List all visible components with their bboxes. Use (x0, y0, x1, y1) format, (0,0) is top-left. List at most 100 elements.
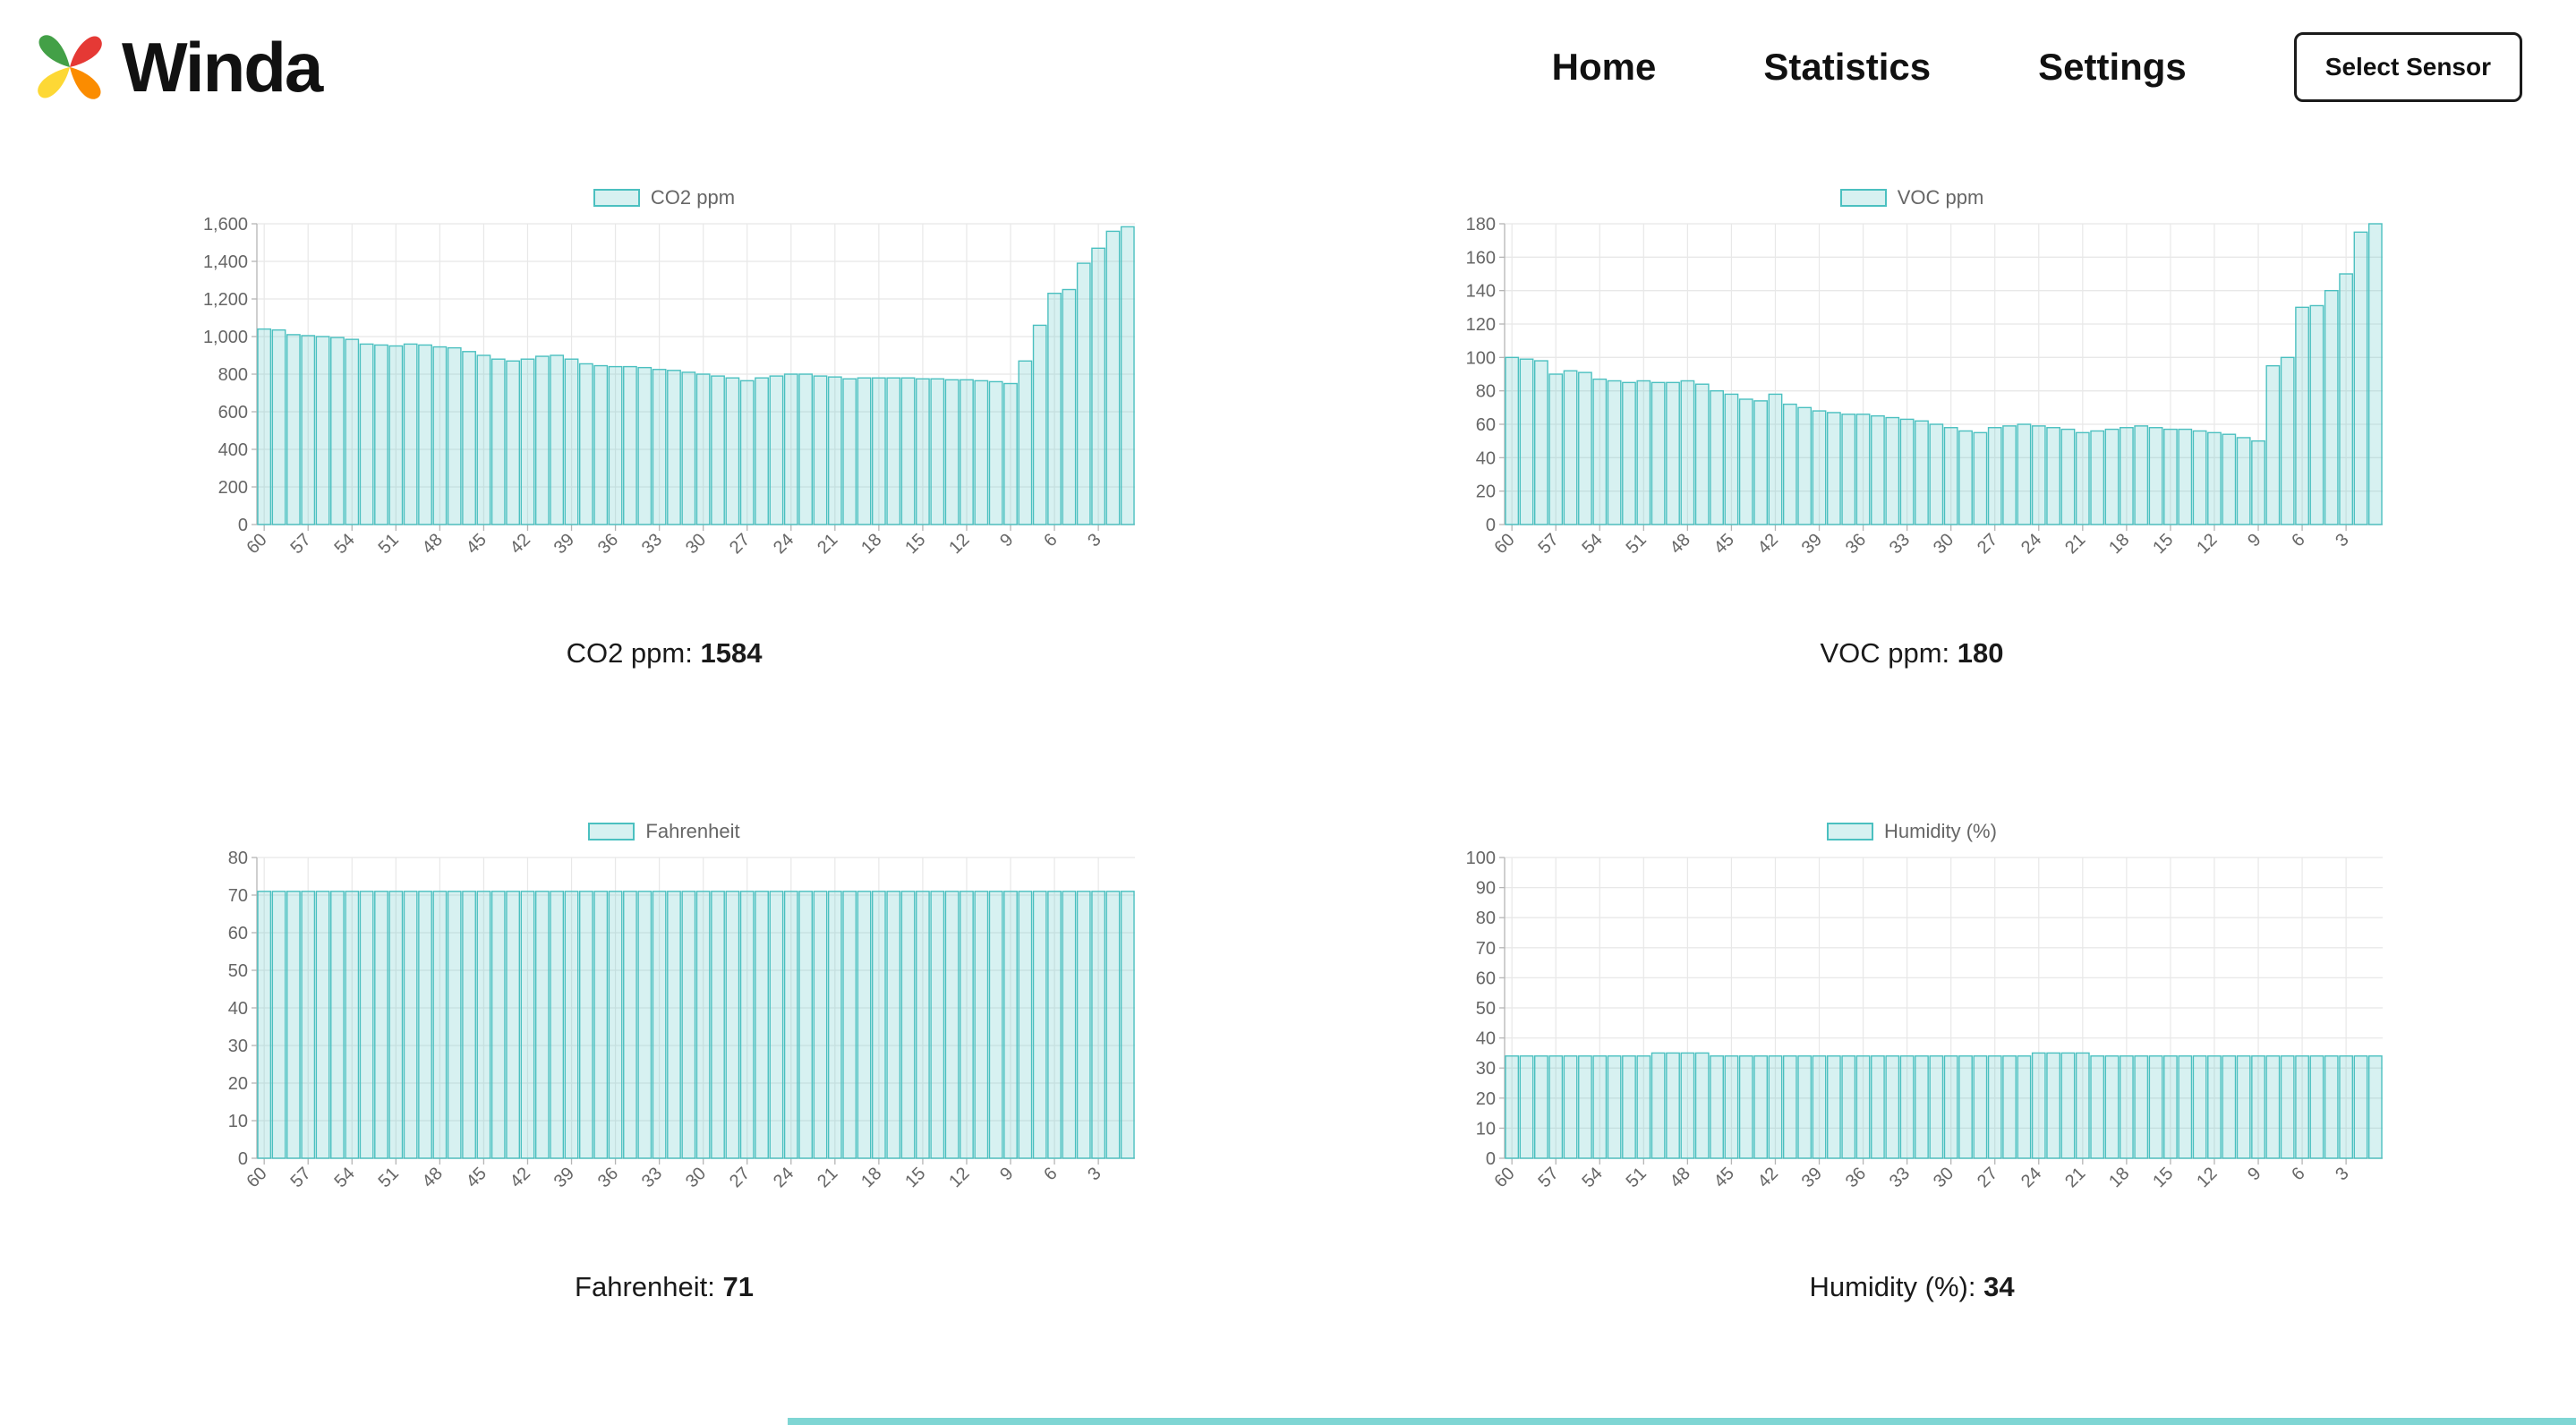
legend-swatch-icon (1839, 189, 1887, 207)
voc-legend[interactable]: VOC ppm (1839, 186, 1983, 209)
svg-text:15: 15 (2149, 1164, 2177, 1191)
svg-text:9: 9 (2244, 1164, 2265, 1184)
svg-text:21: 21 (2061, 530, 2089, 558)
svg-text:60: 60 (1476, 968, 1496, 988)
svg-text:0: 0 (1486, 1149, 1496, 1169)
svg-text:40: 40 (1476, 448, 1496, 468)
svg-text:40: 40 (1476, 1029, 1496, 1049)
fahrenheit-caption: Fahrenheit: 71 (575, 1271, 754, 1303)
svg-text:12: 12 (945, 530, 973, 558)
svg-text:33: 33 (638, 1164, 666, 1191)
svg-text:45: 45 (463, 530, 490, 558)
svg-text:15: 15 (901, 530, 929, 558)
select-sensor-button[interactable]: Select Sensor (2293, 32, 2522, 102)
humidity-caption: Humidity (%): 34 (1809, 1271, 2014, 1303)
svg-text:57: 57 (286, 1164, 314, 1191)
caption-label: Humidity (%): (1809, 1271, 1976, 1302)
svg-text:36: 36 (594, 1164, 622, 1191)
svg-text:40: 40 (228, 999, 248, 1019)
voc-bar-chart: 0 20 40 60 80 100 120 140 160 180 60 57 54 51 48 45 42 39… (1429, 215, 2395, 618)
legend-label: Fahrenheit (645, 820, 740, 842)
svg-text:140: 140 (1466, 282, 1496, 302)
brand-name: Winda (122, 27, 323, 107)
svg-text:48: 48 (1667, 530, 1694, 558)
svg-text:6: 6 (1040, 530, 1061, 550)
voc-chart-card: VOC ppm 0 20 40 60 80 100 120 140 160 180 60 57 54 51… (1429, 186, 2395, 670)
svg-text:54: 54 (1579, 1164, 1607, 1191)
svg-text:100: 100 (1466, 348, 1496, 368)
svg-text:42: 42 (1754, 530, 1782, 558)
nav-home[interactable]: Home (1551, 46, 1657, 88)
svg-text:600: 600 (218, 403, 248, 422)
svg-text:20: 20 (1476, 482, 1496, 502)
svg-text:30: 30 (1930, 1164, 1958, 1191)
svg-text:36: 36 (1842, 1164, 1870, 1191)
svg-text:39: 39 (1798, 1164, 1826, 1191)
svg-text:0: 0 (238, 516, 248, 535)
svg-text:24: 24 (770, 1164, 798, 1191)
svg-text:100: 100 (1466, 849, 1496, 868)
humidity-legend[interactable]: Humidity (%) (1827, 820, 1997, 843)
svg-text:39: 39 (550, 530, 578, 558)
svg-text:51: 51 (1623, 1164, 1651, 1191)
fahrenheit-legend[interactable]: Fahrenheit (588, 820, 740, 843)
main-nav: Home Statistics Settings Select Sensor (1552, 32, 2522, 102)
svg-text:12: 12 (945, 1164, 973, 1191)
svg-text:27: 27 (1974, 1164, 2001, 1191)
svg-text:20: 20 (1476, 1089, 1496, 1109)
legend-swatch-icon (593, 189, 640, 207)
fahrenheit-chart-card: Fahrenheit 0 10 20 30 40 50 60 70 80 60 57 54 51 48 45… (181, 820, 1147, 1303)
svg-text:54: 54 (1579, 530, 1607, 558)
svg-text:33: 33 (638, 530, 666, 558)
svg-text:9: 9 (996, 1164, 1017, 1184)
svg-text:20: 20 (228, 1074, 248, 1094)
svg-text:9: 9 (996, 530, 1017, 550)
svg-text:400: 400 (218, 440, 248, 460)
co2-legend[interactable]: CO2 ppm (593, 186, 735, 209)
svg-text:36: 36 (1842, 530, 1870, 558)
nav-settings[interactable]: Settings (2038, 46, 2187, 88)
svg-text:24: 24 (2017, 1164, 2045, 1191)
svg-text:30: 30 (1476, 1059, 1496, 1079)
svg-text:30: 30 (1930, 530, 1958, 558)
caption-value: 34 (1983, 1271, 2015, 1302)
svg-text:45: 45 (1710, 530, 1738, 558)
svg-text:15: 15 (901, 1164, 929, 1191)
nav-statistics[interactable]: Statistics (1763, 46, 1932, 88)
legend-label: CO2 ppm (650, 186, 736, 209)
legend-swatch-icon (1827, 823, 1874, 840)
caption-value: 180 (1957, 637, 2004, 669)
humidity-bar-chart: 0 10 20 30 40 50 60 70 80 90 100 60 57 54 51 48 45 42 39 36… (1429, 849, 2395, 1251)
svg-text:18: 18 (2105, 530, 2133, 558)
svg-text:800: 800 (218, 365, 248, 385)
svg-text:24: 24 (770, 530, 798, 558)
voc-caption: VOC ppm: 180 (1820, 637, 2003, 670)
svg-text:48: 48 (419, 530, 447, 558)
svg-text:0: 0 (238, 1149, 248, 1169)
svg-text:80: 80 (1476, 382, 1496, 402)
caption-label: VOC ppm: (1820, 637, 1950, 669)
svg-text:27: 27 (726, 530, 754, 558)
svg-text:42: 42 (1754, 1164, 1782, 1191)
svg-text:9: 9 (2244, 530, 2265, 550)
svg-text:30: 30 (228, 1037, 248, 1056)
svg-text:12: 12 (2193, 530, 2221, 558)
svg-text:70: 70 (228, 886, 248, 906)
svg-text:1,600: 1,600 (203, 215, 248, 235)
svg-text:36: 36 (594, 530, 622, 558)
svg-text:42: 42 (507, 1164, 534, 1191)
svg-text:18: 18 (857, 530, 885, 558)
brand: Winda (27, 24, 323, 110)
svg-text:30: 30 (682, 1164, 710, 1191)
svg-text:54: 54 (331, 530, 359, 558)
svg-text:39: 39 (1798, 530, 1826, 558)
svg-text:80: 80 (228, 849, 248, 868)
svg-text:6: 6 (2288, 1164, 2308, 1184)
caption-label: CO2 ppm: (566, 637, 693, 669)
svg-text:21: 21 (814, 530, 841, 558)
co2-caption: CO2 ppm: 1584 (567, 637, 763, 670)
svg-text:70: 70 (1476, 939, 1496, 959)
svg-text:48: 48 (419, 1164, 447, 1191)
svg-text:3: 3 (2332, 1164, 2352, 1184)
co2-bar-chart: 0 200 400 600 800 1,000 1,200 1,400 1,600 60 57 54 5… (181, 215, 1147, 618)
